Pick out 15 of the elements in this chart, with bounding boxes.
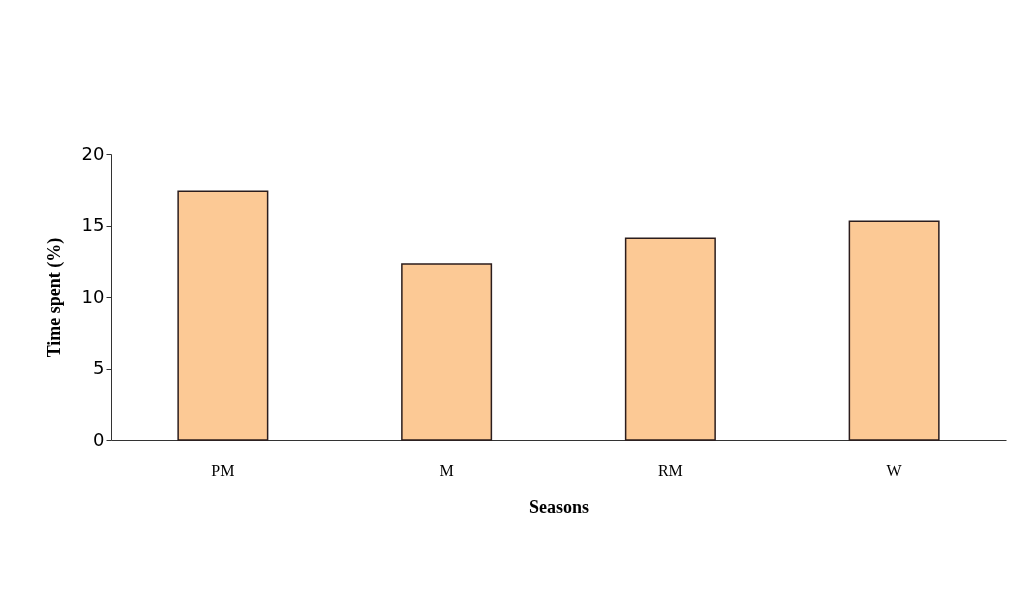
y-tick-label: 10 — [81, 285, 105, 307]
y-tick-label: 0 — [93, 428, 105, 450]
bar — [624, 237, 716, 441]
bar — [177, 190, 269, 441]
x-tick-label: PM — [211, 461, 235, 479]
x-axis-title: Seasons — [528, 496, 590, 517]
bar — [848, 220, 940, 441]
y-tick-label: 20 — [81, 142, 105, 164]
y-axis-title: Time spent (%) — [43, 237, 65, 358]
bar — [401, 263, 493, 441]
x-tick-label: RM — [657, 461, 683, 479]
y-tick-label: 5 — [93, 357, 105, 378]
x-tick-label: M — [439, 461, 454, 479]
x-tick-label: W — [886, 461, 903, 479]
y-tick-label: 15 — [81, 214, 105, 235]
